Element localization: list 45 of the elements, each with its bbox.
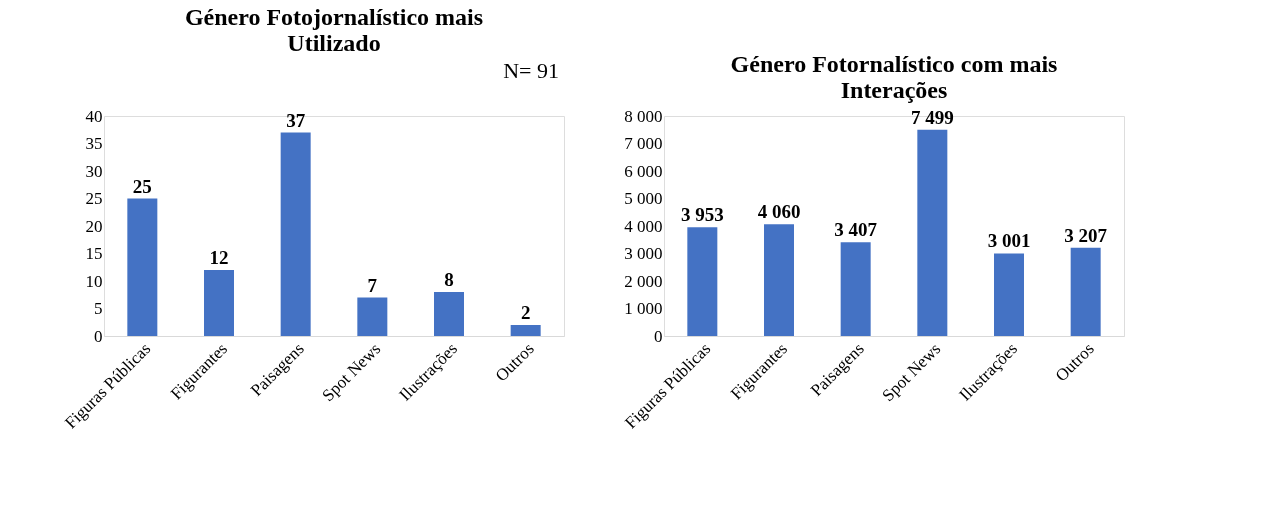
data-label: 3 407: [834, 219, 878, 241]
chart-title: Género Fotornalístico com mais Interações: [730, 51, 1058, 103]
chart-title: Género Fotojornalístico mais Utilizado: [184, 4, 484, 56]
data-label: 7 499: [910, 106, 954, 128]
data-label: 3 953: [680, 204, 724, 226]
y-tick-label: 5 000: [624, 189, 663, 208]
y-tick-label: 3 000: [624, 244, 663, 263]
text: N= 91: [503, 58, 559, 83]
bar: [280, 132, 311, 336]
data-label: 37: [286, 109, 306, 131]
y-tick-label: 1 000: [624, 299, 663, 318]
data-label: 3 001: [987, 230, 1031, 252]
data-label: 25: [132, 175, 152, 197]
y-tick-label: 7 000: [624, 134, 663, 153]
bar: [434, 292, 464, 336]
data-label: 2: [520, 302, 531, 323]
bar: [127, 198, 158, 336]
y-tick-label: 5: [94, 299, 103, 318]
bar: [1070, 247, 1101, 336]
bar: [840, 242, 871, 336]
y-tick-label: 40: [85, 106, 103, 126]
y-tick-label: 15: [85, 244, 103, 263]
bar: [917, 129, 948, 336]
data-label: 4 060: [757, 201, 801, 223]
y-tick-label: 2 000: [624, 271, 663, 291]
y-tick-label: 8 000: [624, 106, 663, 126]
y-tick-label: 20: [85, 216, 103, 236]
y-tick-label: 25: [85, 189, 103, 208]
y-tick-label: 35: [85, 134, 103, 153]
bar: [357, 297, 388, 336]
data-label: 12: [209, 247, 229, 268]
data-label: 8: [444, 269, 454, 290]
y-tick-label: 30: [85, 161, 103, 181]
bar: [764, 224, 794, 336]
y-tick-label: 0: [94, 326, 103, 346]
bar: [687, 227, 718, 336]
data-label: 3 207: [1064, 224, 1108, 246]
y-tick-label: 4 000: [624, 216, 663, 236]
y-tick-label: 0: [654, 326, 663, 346]
bar: [994, 253, 1024, 336]
bar: [510, 325, 541, 336]
bar: [204, 270, 234, 336]
y-tick-label: 6 000: [624, 161, 663, 181]
y-tick-label: 10: [85, 271, 103, 291]
data-label: 7: [367, 274, 378, 296]
